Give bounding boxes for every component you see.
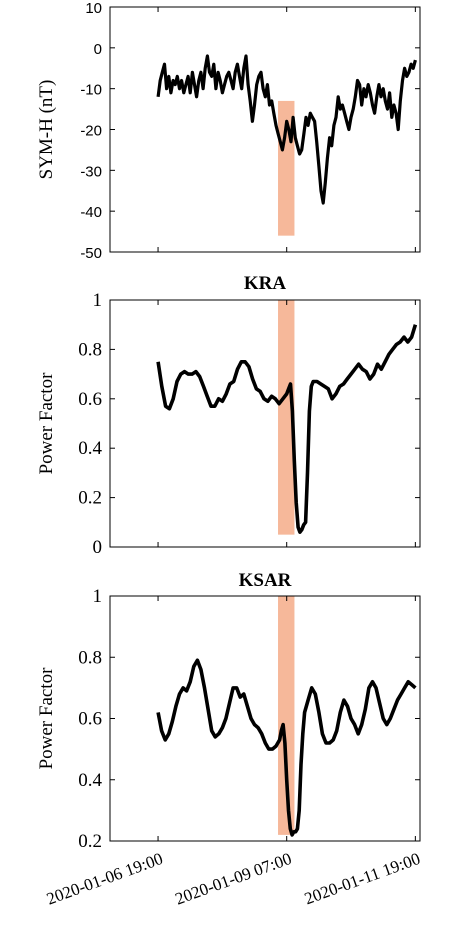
y-tick-label: -20 — [80, 123, 102, 140]
y-tick-label: -30 — [80, 163, 102, 180]
ksar-panel: KSAR 10.80.60.40.2 2020-01-06 19:00 2020-… — [36, 570, 423, 909]
kra-panel: KRA 1 0.8 0.6 0.4 0.2 0 Power Factor — [36, 273, 421, 558]
x-tick-label: 2020-01-11 19:00 — [302, 849, 423, 908]
y-tick-label: 10 — [85, 0, 102, 17]
ksar-y-axis-label: Power Factor — [36, 667, 57, 770]
y-tick-label: 0.4 — [78, 770, 102, 791]
y-tick-label: 0.8 — [78, 339, 102, 360]
symh-line — [156, 54, 417, 205]
y-tick-label: -40 — [80, 204, 102, 221]
ksar-y-ticks: 1 0.8 0.6 0.4 0.2 — [78, 586, 420, 852]
y-tick-label: 0.8 — [78, 647, 102, 668]
kra-x-ticks — [157, 300, 416, 547]
y-tick-label: 0.2 — [78, 488, 102, 509]
ksar-title: KSAR — [239, 570, 292, 591]
symh-y-ticks: 10 0 -10 -20 -30 -40 -50 — [80, 0, 420, 262]
symh-axes-box — [109, 6, 421, 253]
y-tick-label: -50 — [80, 245, 102, 262]
y-tick-label: 0 — [94, 41, 102, 58]
kra-y-ticks: 1 0.8 0.6 0.4 0.2 0 — [78, 290, 420, 558]
y-tick-label: 0.2 — [78, 831, 102, 852]
kra-axes-box — [109, 299, 421, 548]
symh-x-ticks — [157, 7, 416, 252]
kra-line — [156, 324, 418, 535]
symh-panel: 10 0 -10 -20 -30 -40 -50 SYM-H (nT) — [36, 0, 421, 262]
ksar-axes-box — [109, 595, 421, 842]
ksar-x-ticks: 2020-01-06 19:00 2020-01-09 07:00 2020-01-… — [44, 596, 423, 909]
y-tick-label: 1 — [93, 586, 103, 607]
x-tick-label: 2020-01-09 07:00 — [173, 849, 294, 909]
kra-title: KRA — [244, 273, 287, 294]
y-tick-label: 1 — [93, 290, 103, 311]
x-tick-label: 2020-01-06 19:00 — [44, 849, 165, 909]
y-tick-label: 0 — [93, 537, 103, 558]
kra-y-axis-label: Power Factor — [36, 372, 57, 475]
ksar-line — [156, 658, 417, 837]
y-tick-label: 0.4 — [78, 438, 102, 459]
y-tick-label: -10 — [80, 82, 102, 99]
y-tick-label: 0.6 — [78, 389, 102, 410]
symh-y-axis-label: SYM-H (nT) — [36, 80, 57, 180]
ksar-highlight — [278, 596, 295, 835]
y-tick-label: 0.6 — [78, 709, 102, 730]
kra-highlight — [278, 300, 295, 535]
